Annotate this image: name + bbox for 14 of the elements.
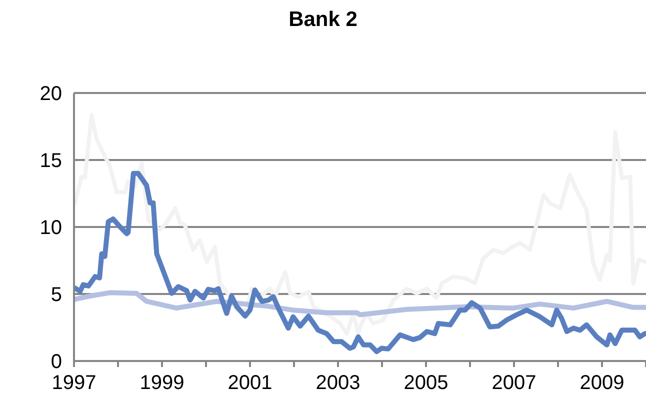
y-tick-label: 20 xyxy=(40,83,62,105)
x-tick-label: 2007 xyxy=(492,372,536,394)
x-tick-label: 2009 xyxy=(580,372,624,394)
x-tick-label: 2005 xyxy=(404,372,448,394)
y-tick-label: 15 xyxy=(40,150,62,172)
y-tick-label: 10 xyxy=(40,217,62,239)
y-tick-label: 5 xyxy=(50,284,62,306)
chart-title: Bank 2 xyxy=(288,8,358,32)
x-tick-label: 2003 xyxy=(316,372,360,394)
x-tick-label: 1997 xyxy=(52,372,96,394)
line-series xyxy=(74,113,646,336)
y-tick-label: 0 xyxy=(50,351,62,373)
x-tick-label: 1999 xyxy=(140,372,184,394)
x-tick-label: 2001 xyxy=(228,372,272,394)
